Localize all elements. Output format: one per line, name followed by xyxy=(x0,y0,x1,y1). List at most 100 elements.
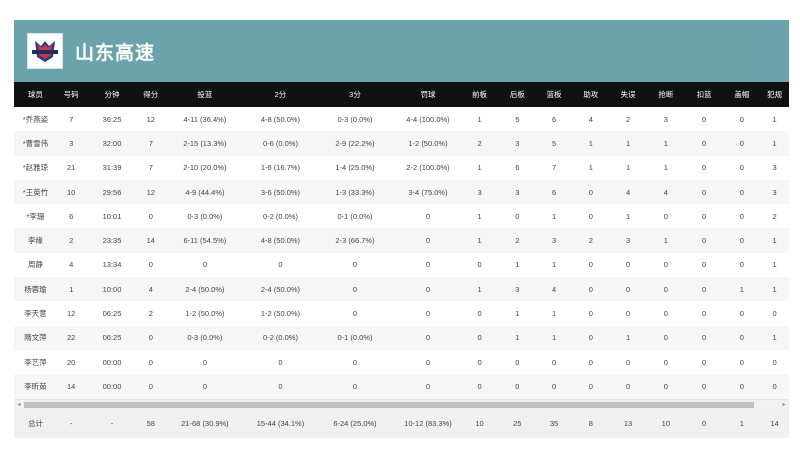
stat-cell: 06:25 xyxy=(102,333,122,343)
stat-cell: 0 xyxy=(551,381,557,391)
stat-cell: 0 xyxy=(588,260,593,270)
stat-cell: 12 xyxy=(146,187,155,197)
stat-cell: 2-3 (66.7%) xyxy=(335,236,375,246)
stat-cell: 3 xyxy=(515,187,520,197)
stat-cell: 0 xyxy=(588,381,593,391)
table-row: 隋文萍 22 06:25 0 0-3 (0.0%) 0-2 (0.0%) 0-1 (0.0%… xyxy=(14,325,789,350)
stat-cell: 2 xyxy=(625,114,631,124)
stat-cell: 0 xyxy=(278,381,283,391)
stat-cell: 2-10 (20.0%) xyxy=(183,163,227,173)
stat-cell: 0 xyxy=(625,260,631,270)
stat-cell: 10:01 xyxy=(102,211,122,221)
table-row: *曹雪伟 3 32:00 7 2-15 (13.3%) 0-6 (0.0%) 2-9 (22… xyxy=(14,131,789,156)
stat-cell: 1 xyxy=(588,138,593,148)
stat-cell: 0-1 (0.0%) xyxy=(337,333,373,343)
stat-cell: 1 xyxy=(772,284,777,294)
stat-cell: 0 xyxy=(739,357,744,367)
player-name-cell: 隋文萍 xyxy=(24,333,47,343)
stat-cell: 0-1 (0.0%) xyxy=(337,211,373,221)
totals-cell: 10 xyxy=(460,408,499,438)
stat-cell: 0-3 (0.0%) xyxy=(187,211,223,221)
totals-cell: 6-24 (25.0%) xyxy=(314,408,396,438)
table-row: 李天意 12 06:25 2 1-2 (50.0%) 1-2 (50.0%) 0 0 0 1 1 0 0… xyxy=(14,301,789,325)
stat-cell: 2-4 (50.0%) xyxy=(260,284,301,294)
stat-cell: 0 xyxy=(425,357,431,367)
stat-cell: 3 xyxy=(772,163,777,173)
stat-cell: 0 xyxy=(702,236,707,246)
boxscore-panel: 山东高速 球员 号码 分钟 得分 投篮 2分 3分 罚球 前板 后板 篮板 助攻 失误 抢断 扣篮 盖帽 犯规 … xyxy=(14,20,789,438)
scroll-right-icon[interactable]: ▸ xyxy=(782,401,786,408)
stat-cell: 0 xyxy=(702,284,707,294)
stat-cell: 1 xyxy=(772,333,777,343)
stat-cell: 2 xyxy=(477,138,482,148)
totals-cell: 35 xyxy=(535,408,573,438)
stat-cell: 2 xyxy=(588,236,593,246)
stat-cell: 3 xyxy=(551,236,557,246)
stat-cell: 0 xyxy=(202,381,207,391)
stat-cell: 4 xyxy=(148,284,153,294)
stat-cell: 1 xyxy=(551,309,557,319)
stat-cell: 0 xyxy=(352,260,358,270)
stat-cell: 0 xyxy=(702,163,707,173)
stat-cell: 0-2 (0.0%) xyxy=(262,211,298,221)
totals-cell: 25 xyxy=(498,408,536,438)
stat-cell: 0 xyxy=(477,309,482,319)
stat-cell: 1 xyxy=(663,138,668,148)
stat-cell: 0 xyxy=(148,333,153,343)
stat-cell: 3 xyxy=(772,187,777,197)
stat-cell: 0 xyxy=(425,381,431,391)
stat-cell: 1 xyxy=(625,333,631,343)
table-row: *王英竹 10 29:56 12 4-9 (44.4%) 3-6 (50.0%) 1-3 (… xyxy=(14,179,789,205)
stat-cell: 0 xyxy=(663,381,668,391)
stat-cell: 0 xyxy=(702,381,707,391)
stat-cell: 4-11 (36.4%) xyxy=(183,114,227,124)
scroll-left-icon[interactable]: ◂ xyxy=(17,401,21,408)
stat-cell: 0 xyxy=(148,211,153,221)
totals-cell: - xyxy=(85,408,139,438)
stat-cell: 1 xyxy=(477,236,482,246)
stat-cell: 0-6 (0.0%) xyxy=(262,138,298,148)
stat-cell: 1 xyxy=(515,309,520,319)
stat-cell: 3 xyxy=(625,236,631,246)
stat-cell: 0 xyxy=(425,309,431,319)
stat-cell: 0 xyxy=(739,236,744,246)
stat-cell: 7 xyxy=(551,163,557,173)
stat-cell: 0 xyxy=(515,211,520,221)
stat-cell: 4-8 (50.0%) xyxy=(260,236,301,246)
totals-table: 总计 - -58 21-68 (30.9%) 15-44 (34.1%) 6-24 (25… xyxy=(14,408,789,438)
team-logo-icon xyxy=(27,33,63,69)
stat-cell: 1 xyxy=(663,163,668,173)
table-row: 李艺萍 20 00:00 0 0 0 0 0 0 0 0 0 0 0 0 0 0 xyxy=(14,350,789,374)
stat-cell: 0 xyxy=(477,333,482,343)
stat-cell: 4-4 (100.0%) xyxy=(406,114,450,124)
column-header: 球员 xyxy=(27,90,43,99)
stat-cell: 0 xyxy=(663,309,668,319)
stat-cell: 0 xyxy=(515,381,520,391)
stat-cell: 0 xyxy=(663,333,668,343)
stat-cell: 0 xyxy=(148,381,153,391)
stat-cell: 0 xyxy=(148,260,153,270)
stat-cell: 0 xyxy=(588,357,593,367)
stat-cell: 1 xyxy=(477,211,482,221)
stat-cell: 14 xyxy=(146,236,155,246)
horizontal-scrollbar[interactable]: ◂ ▸ xyxy=(14,398,789,409)
stat-cell: 2 xyxy=(148,309,153,319)
stat-cell: 0 xyxy=(352,284,358,294)
player-stats-table: 球员 号码 分钟 得分 投篮 2分 3分 罚球 前板 后板 篮板 助攻 失误 抢断 扣篮 盖帽 犯规 *乔燕姿 7… xyxy=(14,82,789,399)
stat-cell: 0 xyxy=(739,211,744,221)
stat-cell: 0 xyxy=(739,333,744,343)
player-name-cell: 李艺萍 xyxy=(24,357,47,367)
stat-cell: 3 xyxy=(515,138,520,148)
stat-cell: 4 xyxy=(588,114,593,124)
stat-cell: 1-3 (33.3%) xyxy=(335,187,375,197)
stat-cell: 0 xyxy=(702,333,707,343)
stat-cell: 5 xyxy=(551,138,557,148)
column-header: 投篮 xyxy=(197,90,213,99)
scrollbar-thumb[interactable] xyxy=(24,401,754,408)
stat-cell: 0 xyxy=(425,284,431,294)
stat-cell: 0 xyxy=(425,260,431,270)
table-row: 李缘 2 23:35 14 6-11 (54.5%) 4-8 (50.0%) 2-3 (66… xyxy=(14,228,789,253)
player-name-cell: 李天意 xyxy=(24,309,47,319)
player-name-cell: *李珊 xyxy=(26,211,45,221)
stat-cell: 1-2 (50.0%) xyxy=(260,309,301,319)
